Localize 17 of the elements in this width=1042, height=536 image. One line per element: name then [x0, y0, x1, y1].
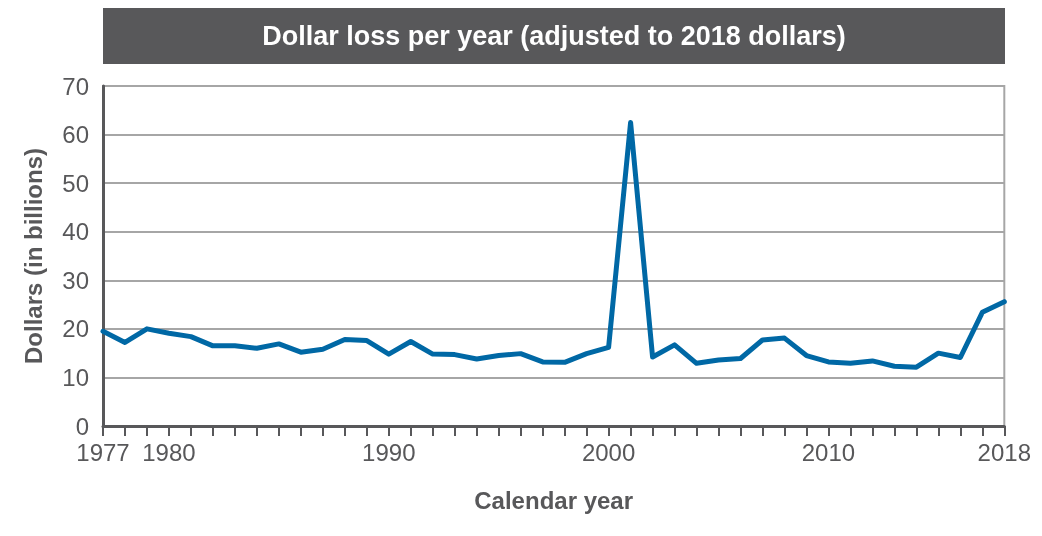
x-tick-label: 2010	[801, 438, 856, 466]
y-tick-label: 50	[62, 169, 89, 197]
x-tick-label: 1977	[76, 438, 130, 466]
y-tick-label: 20	[62, 315, 89, 343]
y-tick-label: 40	[62, 218, 89, 246]
x-axis-title: Calendar year	[474, 486, 634, 514]
y-axis-title: Dollars (in billions)	[19, 147, 47, 365]
x-tick-label: 2000	[581, 438, 636, 466]
y-tick-label: 30	[62, 266, 89, 294]
chart-title: Dollar loss per year (adjusted to 2018 dollars)	[103, 8, 1005, 64]
x-tick-label: 1980	[142, 438, 196, 466]
y-tick-label: 60	[62, 121, 89, 149]
x-tick-label: 1990	[362, 438, 416, 466]
x-tick-label: 2018	[977, 438, 1031, 466]
y-tick-label: 70	[62, 72, 89, 100]
y-tick-label: 10	[62, 363, 89, 391]
y-tick-label: 0	[75, 412, 89, 440]
